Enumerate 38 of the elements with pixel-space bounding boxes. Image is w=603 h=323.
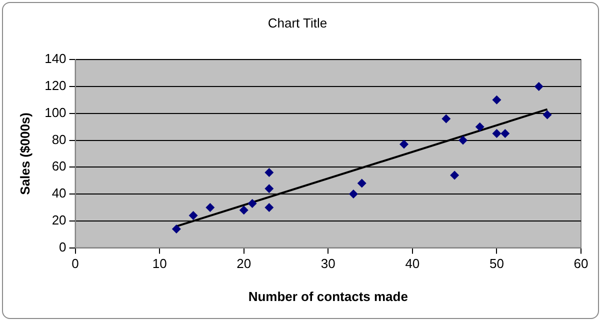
point	[172, 224, 181, 234]
point	[534, 82, 544, 91]
point	[239, 206, 248, 215]
point	[264, 202, 274, 212]
point	[475, 122, 484, 132]
point	[264, 168, 274, 178]
point	[450, 170, 460, 180]
y-tick-label: 80	[52, 132, 66, 147]
x-tick-label: 50	[489, 256, 504, 272]
point	[357, 178, 366, 188]
y-tick-label: 120	[44, 78, 66, 94]
x-tick-label: 0	[72, 256, 79, 272]
point	[442, 114, 451, 124]
y-tick-label: 140	[44, 51, 66, 66]
point	[264, 184, 274, 194]
x-tick-label: 30	[320, 256, 336, 272]
y-axis-title: Sales ($000s)	[17, 112, 32, 195]
point	[188, 211, 198, 220]
point	[458, 136, 468, 145]
x-tick-label: 10	[152, 256, 167, 272]
y-tick-label: 100	[44, 104, 66, 120]
point	[492, 95, 502, 104]
y-tick-label: 20	[52, 212, 66, 228]
y-tick-label: 40	[52, 186, 66, 201]
x-axis-title: Number of contacts made	[248, 288, 408, 304]
point	[400, 140, 408, 149]
point	[206, 202, 215, 212]
point	[492, 129, 502, 138]
y-tick-label: 0	[59, 239, 66, 254]
y-tick-label: 60	[52, 158, 66, 174]
point	[500, 129, 510, 138]
x-tick-label: 60	[574, 256, 588, 272]
chart-title: Chart Title	[268, 15, 328, 30]
x-tick-label: 20	[236, 256, 252, 272]
point	[542, 110, 552, 120]
x-tick-label: 40	[405, 256, 420, 272]
point	[348, 190, 358, 199]
point	[248, 198, 257, 208]
